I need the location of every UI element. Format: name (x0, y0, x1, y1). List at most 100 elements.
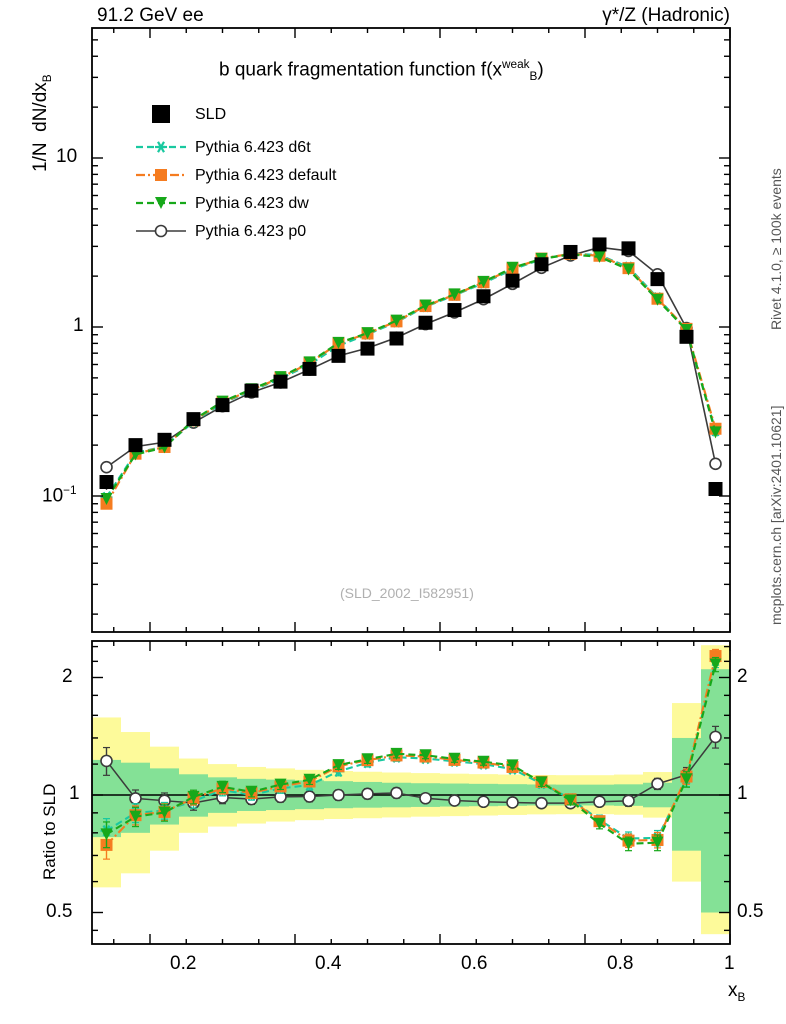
ratio-panel-series (100, 648, 722, 860)
legend (136, 105, 186, 238)
band-inner-segment (701, 669, 730, 913)
data-point-marker (477, 795, 490, 809)
data-point-marker (360, 341, 375, 356)
data-point-marker (651, 777, 664, 791)
data-point-marker (679, 329, 694, 344)
legend-entry-pythia-6-423-dw[interactable] (136, 197, 186, 209)
data-point-marker (129, 810, 142, 823)
data-point-marker (390, 747, 403, 760)
y-tick-ratio-0.5-right: 0.5 (737, 901, 764, 922)
data-point-marker (651, 293, 664, 306)
data-point-marker (128, 438, 143, 453)
y-tick-main-1: 1 (73, 315, 84, 336)
data-point-marker (419, 791, 432, 805)
header-right-label: γ*/Z (Hadronic) (602, 5, 730, 26)
x-tick-0.6: 0.6 (461, 953, 488, 974)
plot-title-prefix: b quark fragmentation function f(x (219, 59, 503, 81)
series-pythia-6-423-default (100, 247, 722, 510)
data-point-marker (477, 275, 490, 288)
data-point-marker (506, 759, 519, 772)
series-pythia-6-423-p0 (100, 241, 722, 474)
series-line (105, 252, 717, 505)
data-point-marker (215, 398, 230, 413)
data-point-marker (506, 796, 519, 809)
data-point-marker (158, 806, 171, 819)
data-point-marker (331, 348, 346, 363)
y-tick-main-10: 10 (56, 146, 78, 167)
y-tick-ratio-1-left: 1 (69, 783, 80, 804)
legend-label-default: Pythia 6.423 default (195, 167, 337, 184)
data-point-marker (505, 273, 520, 288)
data-point-marker (100, 754, 113, 768)
data-point-marker (390, 314, 403, 327)
y-tick-ratio-2-right: 2 (737, 666, 748, 687)
data-point-marker (650, 272, 665, 287)
data-point-marker (593, 250, 606, 263)
data-point-marker (361, 753, 374, 766)
data-point-marker (534, 257, 549, 272)
data-point-marker (419, 749, 432, 762)
ratio-line (105, 660, 717, 840)
data-point-marker (100, 460, 113, 474)
data-point-marker (155, 169, 167, 181)
data-point-marker (332, 336, 345, 349)
x-tick-1: 1 (724, 953, 735, 974)
plot-title-sub: B (529, 70, 538, 84)
legend-entry-pythia-6-423-d6t[interactable] (136, 141, 186, 153)
series-line (105, 253, 717, 500)
data-point-marker (216, 780, 229, 793)
data-point-marker (99, 475, 114, 490)
data-point-marker (244, 383, 259, 398)
data-point-marker (155, 197, 167, 209)
data-point-marker (274, 778, 287, 791)
x-tick-0.8: 0.8 (607, 953, 634, 974)
data-point-marker (506, 261, 519, 274)
x-tick-0.2: 0.2 (170, 953, 197, 974)
legend-entry-sld[interactable] (152, 105, 170, 123)
legend-label-sld: SLD (195, 106, 227, 123)
x-axis-label: xB (728, 980, 745, 1004)
data-point-marker (535, 776, 548, 789)
series-pythia-6-423-d6t (100, 247, 722, 504)
data-point-marker (154, 224, 168, 238)
plot-title-suffix: ) (537, 59, 544, 81)
data-point-marker (129, 792, 142, 805)
data-point-marker (592, 237, 607, 252)
y-tick-main-0.1-mantissa: 10 (42, 485, 64, 507)
data-point-marker (157, 432, 172, 447)
data-point-marker (447, 303, 462, 318)
data-point-marker (709, 457, 722, 471)
data-point-marker (448, 752, 461, 765)
uncertainty-bands (92, 645, 730, 935)
data-point-marker (651, 836, 664, 849)
data-point-marker (361, 327, 374, 340)
data-point-marker (187, 790, 200, 803)
data-point-marker (186, 412, 201, 427)
y-tick-ratio-2-left: 2 (62, 666, 73, 687)
data-point-marker (302, 361, 317, 376)
data-point-marker (708, 482, 723, 497)
legend-entry-pythia-6-423-default[interactable] (136, 169, 186, 181)
data-point-marker (155, 141, 167, 153)
data-point-marker (245, 785, 258, 798)
data-point-marker (448, 288, 461, 301)
data-point-marker (564, 794, 577, 807)
y-tick-main-0.1-exponent: −1 (63, 484, 77, 497)
data-point-marker (622, 794, 635, 808)
ratio-line (105, 736, 717, 804)
x-tick-0.4: 0.4 (315, 953, 342, 974)
analysis-id-watermark: (SLD_2002_I582951) (340, 585, 474, 601)
y-tick-ratio-1-right: 1 (737, 783, 748, 804)
data-point-marker (622, 263, 635, 276)
main-panel-series (99, 237, 723, 510)
data-point-marker (332, 759, 345, 772)
ratio-series-pythia-6-423-dw (100, 656, 722, 852)
x-axis-label-main: x (728, 980, 738, 1001)
data-point-marker (680, 773, 693, 786)
data-point-marker (477, 755, 490, 768)
series-line (106, 246, 717, 468)
x-axis-label-sub: B (737, 990, 746, 1004)
legend-entry-pythia-6-423-p0[interactable] (136, 224, 186, 238)
data-point-marker (332, 788, 345, 802)
